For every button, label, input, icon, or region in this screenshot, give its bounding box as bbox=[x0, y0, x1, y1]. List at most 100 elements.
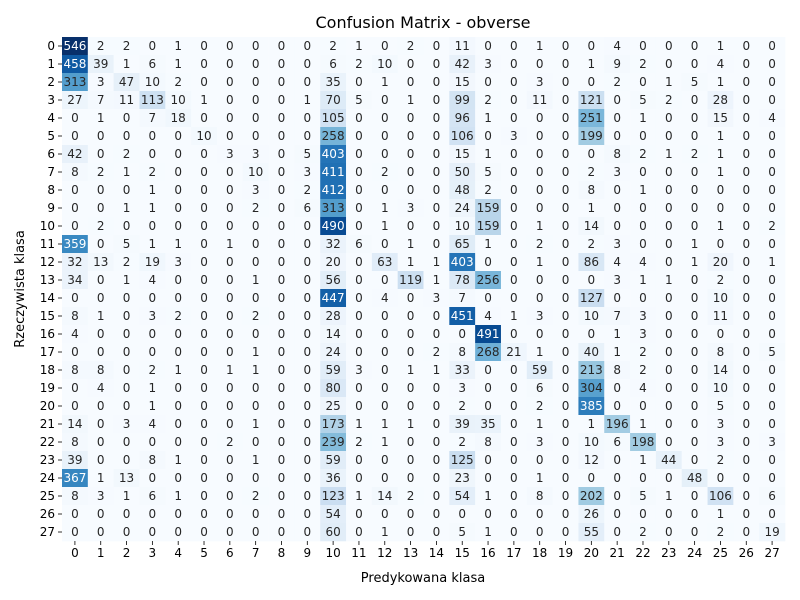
heatmap-cell bbox=[604, 109, 631, 128]
cell-value-label: 24 bbox=[325, 345, 340, 359]
heatmap-cell bbox=[268, 343, 295, 362]
cell-value-label: 33 bbox=[455, 363, 470, 377]
cell-value-label: 1 bbox=[149, 201, 157, 215]
heatmap-cell bbox=[216, 37, 244, 56]
heatmap-cell bbox=[268, 109, 295, 128]
cell-value-label: 0 bbox=[407, 399, 415, 413]
cell-value-label: 451 bbox=[451, 309, 474, 323]
cell-value-label: 0 bbox=[71, 525, 79, 539]
cell-value-label: 5 bbox=[691, 75, 699, 89]
cell-value-label: 0 bbox=[355, 399, 363, 413]
cell-value-label: 0 bbox=[510, 525, 518, 539]
cell-value-label: 0 bbox=[355, 147, 363, 161]
heatmap-cell bbox=[500, 55, 528, 74]
cell-value-label: 0 bbox=[252, 471, 260, 485]
heatmap-cell bbox=[733, 217, 760, 236]
heatmap-cell bbox=[294, 73, 321, 92]
cell-value-label: 0 bbox=[381, 273, 389, 287]
heatmap-cell bbox=[113, 397, 140, 416]
cell-value-label: 0 bbox=[536, 129, 544, 143]
heatmap-cell bbox=[630, 469, 657, 488]
cell-value-label: 0 bbox=[510, 201, 518, 215]
heatmap-cell bbox=[216, 289, 244, 308]
cell-value-label: 5 bbox=[458, 525, 466, 539]
heatmap-cell bbox=[423, 469, 450, 488]
heatmap-cell bbox=[371, 289, 398, 308]
cell-value-label: 0 bbox=[458, 327, 466, 341]
heatmap-cell bbox=[294, 469, 321, 488]
heatmap-cell bbox=[216, 433, 244, 452]
cell-value-label: 6 bbox=[613, 435, 621, 449]
cell-value-label: 0 bbox=[768, 291, 776, 305]
cell-value-label: 1 bbox=[613, 327, 621, 341]
cell-value-label: 0 bbox=[226, 165, 234, 179]
cell-value-label: 0 bbox=[278, 435, 286, 449]
cell-value-label: 0 bbox=[71, 129, 79, 143]
cell-value-label: 35 bbox=[480, 417, 495, 431]
cell-value-label: 8 bbox=[536, 489, 544, 503]
cell-value-label: 173 bbox=[322, 417, 345, 431]
heatmap-cell bbox=[475, 145, 502, 164]
heatmap-cell bbox=[191, 505, 218, 524]
cell-value-label: 0 bbox=[665, 111, 673, 125]
heatmap-cell bbox=[320, 325, 347, 344]
heatmap-cell bbox=[449, 415, 476, 434]
heatmap-cell bbox=[733, 253, 760, 272]
cell-value-label: 0 bbox=[97, 147, 105, 161]
cell-value-label: 0 bbox=[278, 39, 286, 53]
cell-value-label: 1 bbox=[536, 255, 544, 269]
heatmap-cell bbox=[552, 235, 579, 254]
y-axis-ticks: 0123456789101112131415161718192021222324… bbox=[40, 39, 62, 539]
heatmap-cell bbox=[423, 73, 450, 92]
heatmap-cell bbox=[242, 163, 269, 182]
heatmap-cell bbox=[733, 397, 760, 416]
cell-value-label: 0 bbox=[355, 183, 363, 197]
cell-value-label: 0 bbox=[510, 327, 518, 341]
cell-value-label: 0 bbox=[433, 525, 441, 539]
heatmap-cell bbox=[655, 109, 683, 128]
cell-value-label: 0 bbox=[536, 525, 544, 539]
cell-value-label: 0 bbox=[768, 183, 776, 197]
heatmap-cell bbox=[655, 379, 683, 398]
heatmap-cell bbox=[630, 163, 657, 182]
heatmap-cell bbox=[500, 397, 528, 416]
cell-value-label: 0 bbox=[303, 39, 311, 53]
heatmap-cell bbox=[371, 91, 398, 110]
cell-value-label: 0 bbox=[303, 489, 311, 503]
heatmap-cell bbox=[113, 199, 140, 218]
cell-value-label: 0 bbox=[665, 201, 673, 215]
heatmap-cell bbox=[165, 253, 192, 272]
heatmap-cell bbox=[294, 253, 321, 272]
cell-value-label: 0 bbox=[200, 309, 208, 323]
y-tick-label: 23 bbox=[40, 453, 55, 467]
heatmap-cell bbox=[526, 55, 553, 74]
heatmap-cell bbox=[139, 469, 166, 488]
cell-value-label: 6 bbox=[303, 201, 311, 215]
heatmap-cell bbox=[475, 217, 502, 236]
cell-value-label: 0 bbox=[768, 363, 776, 377]
cell-value-label: 0 bbox=[742, 273, 750, 287]
cell-value-label: 0 bbox=[433, 129, 441, 143]
cell-value-label: 2 bbox=[536, 237, 544, 251]
heatmap-cell bbox=[242, 289, 269, 308]
cell-value-label: 0 bbox=[407, 291, 415, 305]
heatmap-cell bbox=[578, 433, 605, 452]
cell-value-label: 0 bbox=[433, 39, 441, 53]
cell-value-label: 14 bbox=[584, 219, 599, 233]
cell-value-label: 0 bbox=[407, 75, 415, 89]
heatmap-cell bbox=[500, 217, 528, 236]
heatmap-cell bbox=[449, 451, 476, 470]
heatmap-cell bbox=[191, 469, 218, 488]
cell-value-label: 1 bbox=[639, 183, 647, 197]
heatmap-cell bbox=[630, 397, 657, 416]
y-tick-label: 11 bbox=[40, 237, 55, 251]
cell-value-label: 1 bbox=[355, 417, 363, 431]
heatmap-cell bbox=[242, 307, 269, 326]
heatmap-cell bbox=[371, 487, 398, 506]
cell-value-label: 1 bbox=[484, 111, 492, 125]
heatmap-cell bbox=[449, 523, 476, 542]
cell-value-label: 2 bbox=[355, 57, 363, 71]
cell-value-label: 0 bbox=[278, 165, 286, 179]
cell-value-label: 411 bbox=[322, 165, 345, 179]
